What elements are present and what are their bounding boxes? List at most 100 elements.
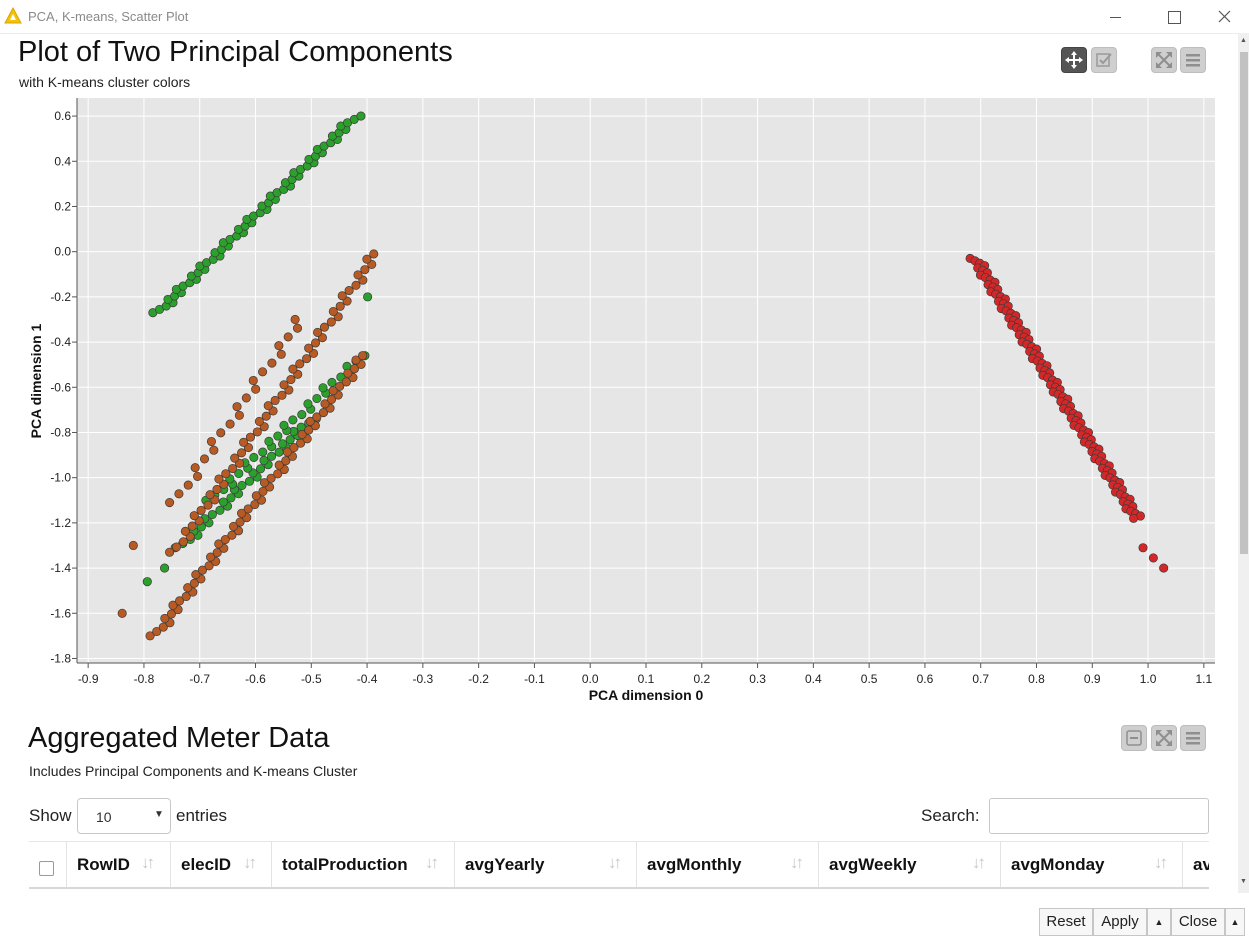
scatter-point[interactable]	[234, 410, 244, 420]
scatter-point[interactable]	[235, 517, 245, 527]
scatter-point[interactable]	[216, 428, 226, 438]
scatter-point[interactable]	[248, 375, 258, 386]
scatter-point[interactable]	[191, 570, 201, 580]
scrollbar-thumb[interactable]	[1240, 52, 1248, 554]
scatter-point[interactable]	[152, 626, 162, 637]
column-header-totalproduction[interactable]: totalProduction ↓↑	[272, 842, 455, 887]
scatter-point[interactable]	[343, 368, 353, 378]
scatter-point[interactable]	[263, 401, 273, 411]
scatter-point[interactable]	[326, 317, 336, 327]
column-header-truncated[interactable]: av	[1193, 855, 1209, 874]
scatter-point[interactable]	[362, 254, 372, 264]
scatter-point[interactable]	[206, 436, 216, 447]
table-fullscreen-button[interactable]	[1151, 725, 1177, 751]
scatter-point[interactable]	[214, 539, 224, 549]
scatter-point[interactable]	[319, 322, 329, 332]
scatter-point[interactable]	[254, 416, 264, 426]
scatter-point[interactable]	[258, 486, 268, 496]
scatter-point[interactable]	[204, 561, 214, 571]
scatter-point[interactable]	[351, 280, 361, 290]
scatter-point[interactable]	[180, 526, 190, 536]
scatter-point[interactable]	[328, 386, 338, 396]
scatter-point[interactable]	[228, 521, 239, 531]
entries-per-page-select[interactable]: 10 ▼	[77, 798, 171, 834]
scatter-point[interactable]	[193, 471, 203, 481]
scatter-point[interactable]	[267, 358, 277, 368]
scatter-point[interactable]	[281, 456, 291, 466]
scatter-point[interactable]	[303, 399, 313, 409]
scatter-point[interactable]	[207, 509, 217, 520]
maximize-button[interactable]	[1146, 0, 1202, 33]
scatter-point[interactable]	[196, 505, 206, 515]
scatter-point[interactable]	[297, 429, 307, 440]
scatter-point[interactable]	[221, 469, 231, 479]
scatter-point[interactable]	[337, 291, 347, 301]
scatter-point[interactable]	[227, 530, 237, 540]
scatter-point[interactable]	[234, 468, 244, 479]
scatter-point[interactable]	[165, 547, 175, 557]
scatter-point[interactable]	[250, 499, 260, 510]
scatter-point[interactable]	[305, 416, 315, 426]
scatter-point[interactable]	[312, 412, 322, 422]
scatter-point[interactable]	[205, 490, 215, 500]
scatter-point[interactable]	[318, 383, 328, 393]
scatter-point[interactable]	[237, 508, 247, 518]
scatter-point[interactable]	[296, 438, 306, 448]
scatter-point[interactable]	[318, 408, 329, 418]
column-header-rowid[interactable]: RowID ↓↑	[67, 842, 171, 887]
scatter-point[interactable]	[360, 265, 370, 275]
minimize-button[interactable]	[1086, 0, 1142, 33]
reset-button[interactable]: Reset	[1039, 908, 1093, 936]
scatter-point[interactable]	[209, 445, 219, 455]
scatter-point[interactable]	[226, 493, 236, 503]
scatter-point[interactable]	[160, 613, 170, 623]
scatter-point[interactable]	[183, 480, 193, 490]
scatter-point[interactable]	[117, 608, 127, 618]
scatter-point[interactable]	[295, 359, 305, 369]
scatter-point[interactable]	[197, 565, 208, 575]
scatter-plot[interactable]: -0.9 -0.8 -0.7 -0.6 -0.5 -0.4 -0.3 -0.2 -0.1 0.0 0…	[0, 95, 1236, 710]
scatter-point[interactable]	[258, 367, 268, 377]
scatter-point[interactable]	[335, 301, 345, 311]
scatter-point[interactable]	[251, 491, 261, 501]
scatter-point[interactable]	[215, 505, 225, 515]
scatter-point[interactable]	[349, 364, 360, 374]
scatter-point[interactable]	[189, 511, 199, 521]
scatter-point[interactable]	[351, 355, 361, 365]
scroll-up-arrow-icon[interactable]: ▲	[1240, 37, 1247, 44]
select-all-header[interactable]	[29, 842, 67, 887]
scatter-point[interactable]	[356, 111, 366, 121]
scatter-point[interactable]	[344, 286, 354, 296]
scatter-point[interactable]	[181, 591, 191, 602]
scatter-point[interactable]	[171, 542, 182, 552]
scatter-point[interactable]	[302, 354, 312, 364]
scatter-point[interactable]	[228, 463, 238, 474]
scatter-point[interactable]	[128, 540, 138, 551]
scatter-point[interactable]	[220, 534, 230, 545]
scatter-point[interactable]	[304, 343, 314, 353]
select-all-checkbox[interactable]	[39, 861, 54, 876]
scatter-point[interactable]	[212, 484, 222, 495]
scatter-point[interactable]	[158, 622, 168, 632]
scatter-point[interactable]	[243, 504, 253, 514]
scatter-point[interactable]	[241, 393, 251, 403]
scatter-point[interactable]	[160, 563, 170, 573]
scatter-point[interactable]	[270, 395, 280, 406]
scatter-point[interactable]	[273, 431, 283, 441]
scatter-point[interactable]	[199, 454, 210, 464]
apply-button[interactable]: Apply	[1093, 908, 1147, 936]
scatter-point[interactable]	[145, 631, 155, 641]
scatter-point[interactable]	[369, 249, 379, 259]
scatter-point[interactable]	[212, 548, 222, 558]
scatter-point[interactable]	[203, 500, 213, 510]
scatter-point[interactable]	[288, 364, 298, 374]
scatter-point[interactable]	[168, 600, 178, 610]
scatter-point[interactable]	[264, 436, 274, 446]
scatter-point[interactable]	[288, 415, 298, 425]
scatter-point[interactable]	[251, 384, 261, 394]
selection-button[interactable]	[1091, 47, 1117, 73]
scatter-point[interactable]	[244, 476, 255, 486]
column-header-avgmonday[interactable]: avgMonday ↓↑	[1001, 842, 1183, 887]
scatter-point[interactable]	[289, 443, 299, 453]
scatter-point[interactable]	[259, 455, 269, 466]
